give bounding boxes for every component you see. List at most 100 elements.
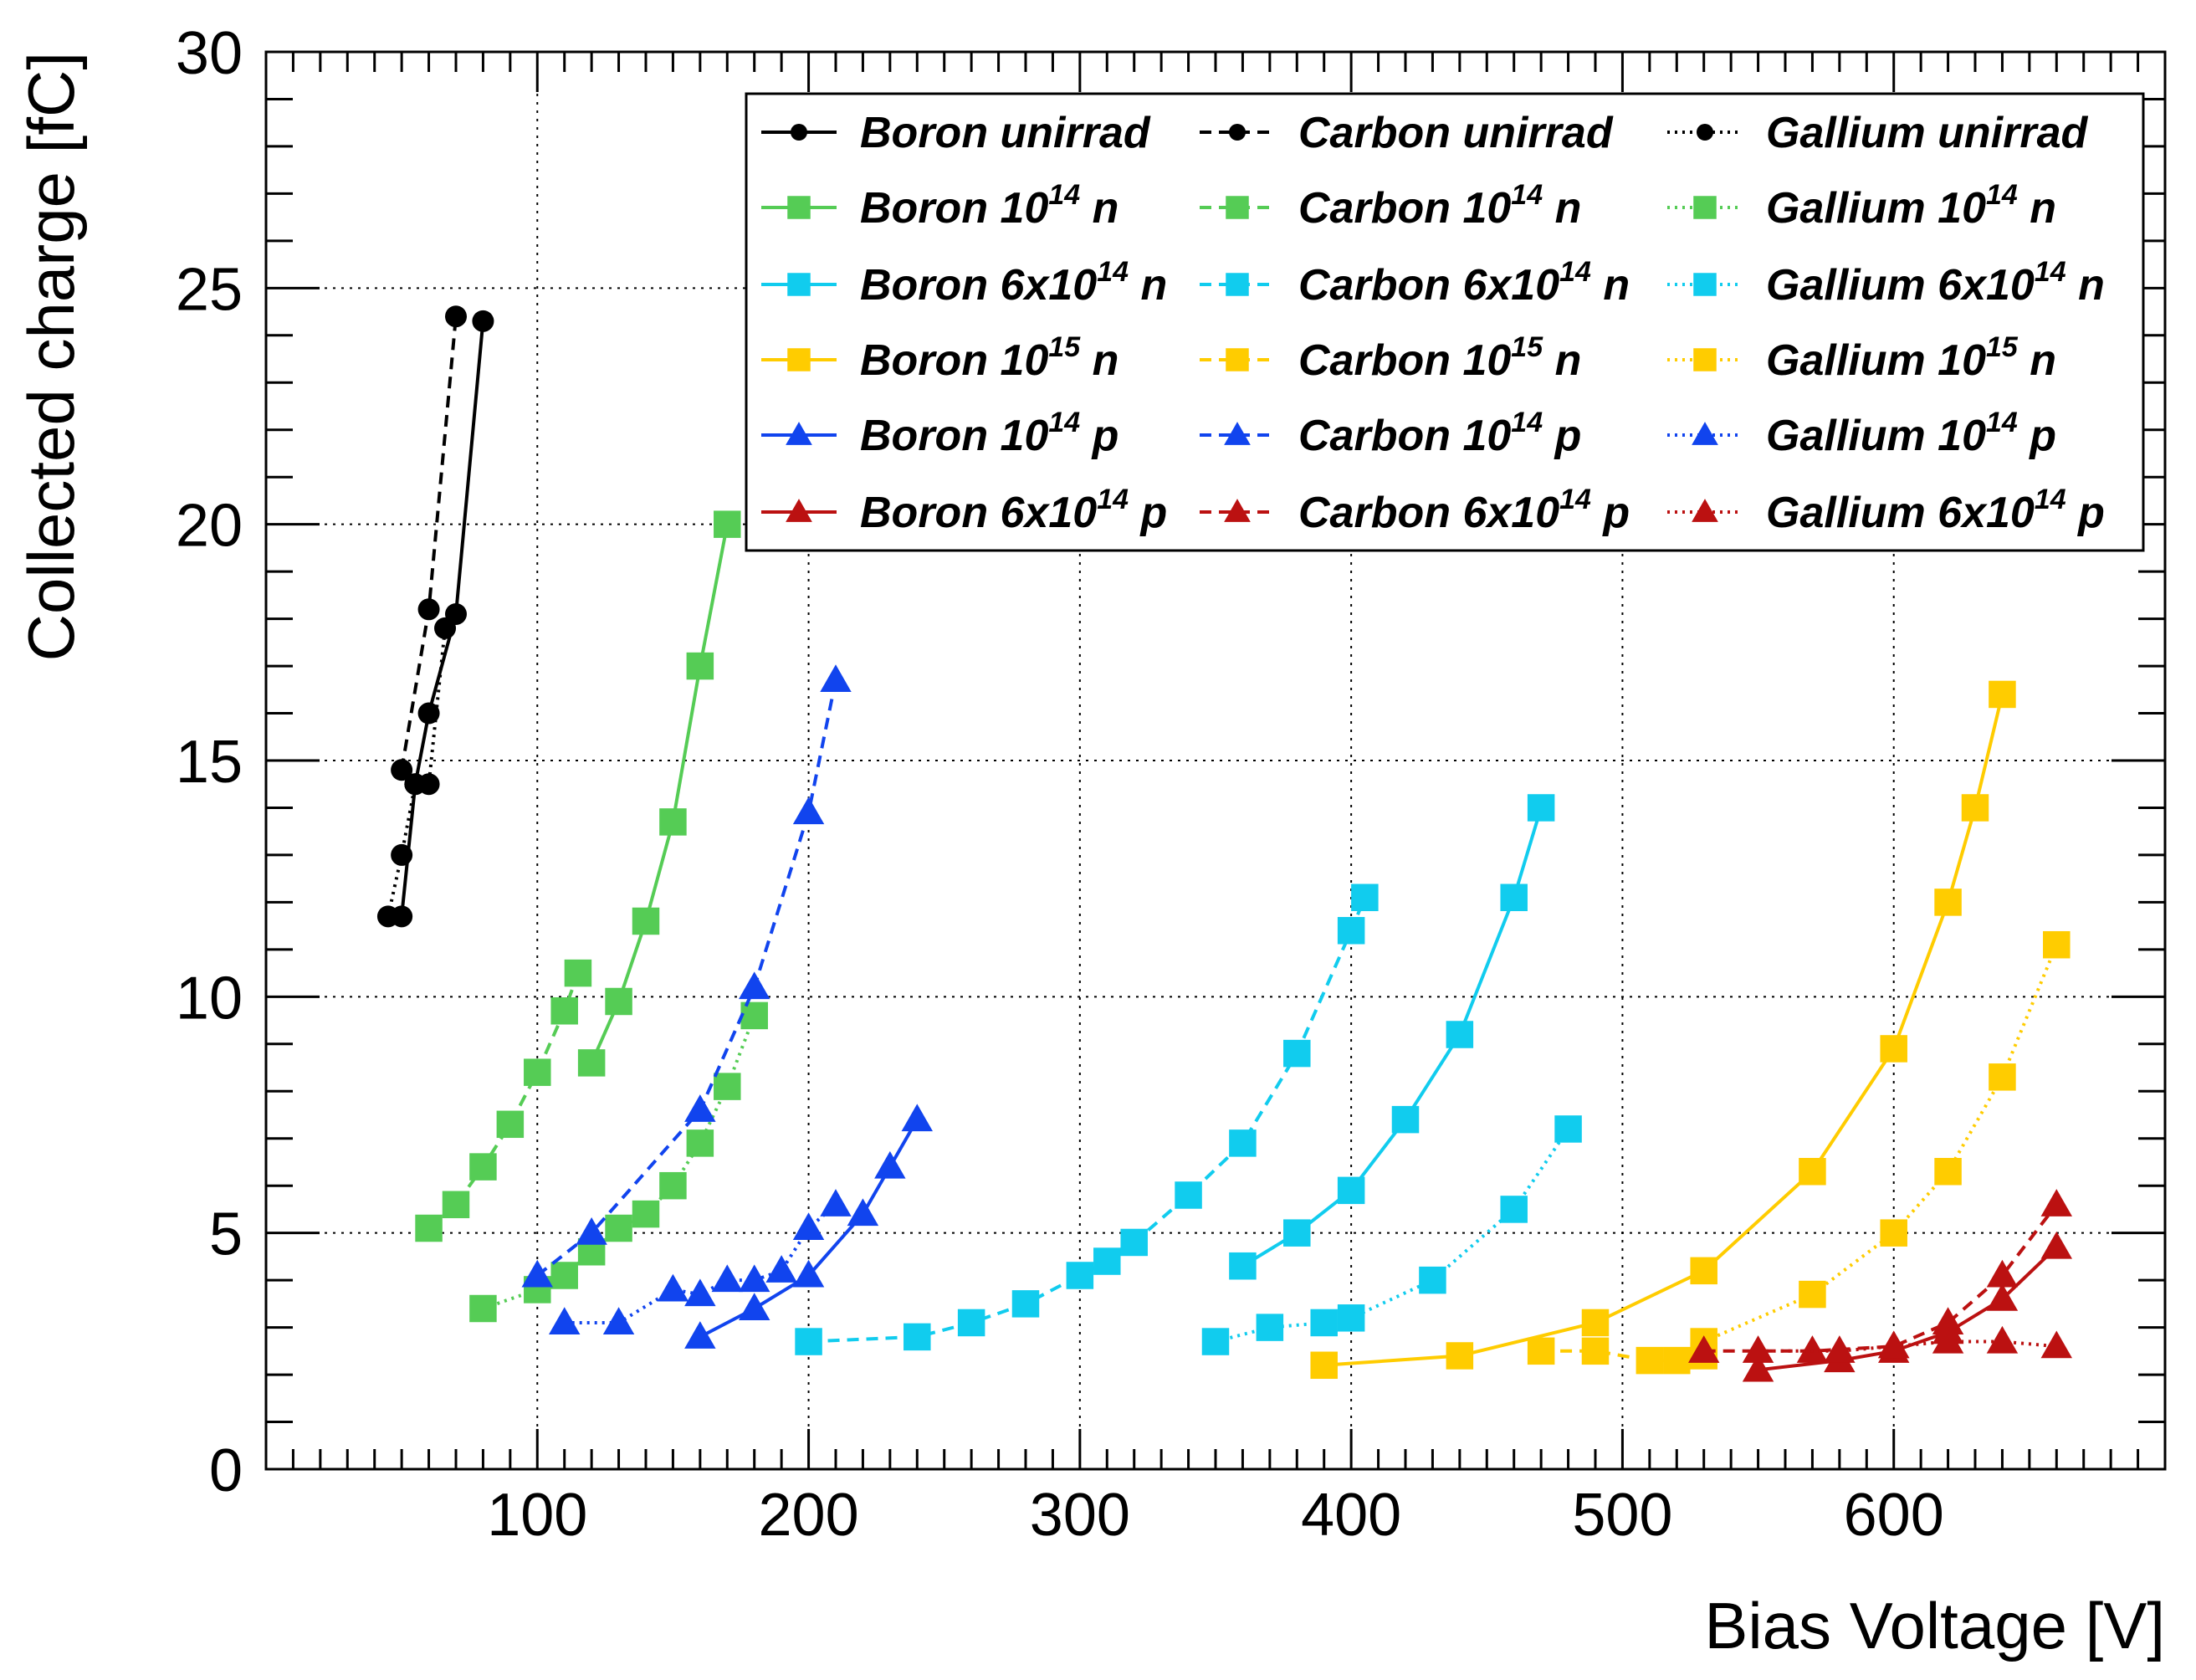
data-point	[1742, 1335, 1774, 1363]
legend-label: Gallium 6x1014 n	[1766, 256, 2105, 310]
data-point	[415, 1214, 443, 1242]
data-point	[1986, 1325, 2019, 1354]
legend-marker	[1693, 273, 1717, 296]
plot-series	[376, 305, 2073, 1382]
data-point	[1391, 1105, 1420, 1134]
data-point	[847, 1198, 879, 1227]
legend-label: Carbon 1014 p	[1298, 407, 1581, 460]
data-point	[550, 997, 578, 1025]
legend-box	[745, 92, 2145, 552]
data-point	[1581, 1309, 1610, 1337]
data-point	[472, 310, 494, 332]
data-point	[376, 905, 399, 928]
data-point	[576, 1216, 607, 1245]
data-point	[524, 1058, 551, 1086]
data-point	[714, 510, 741, 538]
data-point	[1419, 1266, 1446, 1294]
data-point	[1986, 1259, 2019, 1288]
data-point	[792, 796, 825, 825]
data-point	[686, 652, 714, 680]
data-point	[684, 1094, 716, 1122]
data-point	[1989, 680, 2016, 709]
legend-label: Gallium 6x1014 p	[1766, 484, 2105, 537]
data-point	[469, 1294, 497, 1323]
legend-marker	[1693, 348, 1717, 371]
data-point	[1337, 917, 1365, 945]
data-point	[391, 843, 413, 866]
data-point	[1554, 1115, 1582, 1143]
axes: 100 200 300 400 500 600 0 5 10 15 20 25 30	[176, 20, 2165, 1549]
data-point	[657, 1273, 689, 1302]
y-tick-label: 20	[176, 493, 243, 560]
legend-label: Gallium 1014 n	[1766, 179, 2056, 233]
x-tick-label: 500	[1572, 1482, 1672, 1549]
y-axis-title: Collected charge [fC]	[14, 52, 88, 661]
legend-label: Carbon 1014 n	[1298, 179, 1581, 233]
data-point	[1351, 884, 1379, 912]
data-point	[1742, 1354, 1774, 1382]
x-tick-label: 100	[487, 1482, 587, 1549]
y-tick-label: 5	[209, 1201, 243, 1268]
data-point	[605, 987, 632, 1016]
data-point	[1880, 1219, 1907, 1247]
data-point	[1446, 1342, 1474, 1370]
data-point	[1283, 1219, 1311, 1247]
data-point	[1446, 1021, 1474, 1048]
legend-marker	[1693, 196, 1717, 219]
data-point	[686, 1129, 714, 1157]
data-point	[1687, 1335, 1720, 1363]
legend-label: Carbon 6x1014 n	[1298, 256, 1630, 310]
x-axis-title: Bias Voltage [V]	[1704, 1589, 2165, 1662]
legend-marker	[787, 348, 811, 371]
data-point	[1093, 1247, 1121, 1275]
data-point	[1877, 1330, 1910, 1359]
legend-marker	[787, 196, 811, 219]
x-tick-label: 600	[1844, 1482, 1944, 1549]
data-point	[434, 617, 457, 639]
legend-label: Carbon unirrad	[1298, 109, 1614, 157]
data-point	[521, 1259, 554, 1288]
data-point	[445, 305, 467, 328]
data-point	[1175, 1181, 1202, 1209]
data-point	[605, 1214, 632, 1242]
data-point	[1527, 1337, 1555, 1365]
series-line	[1758, 1339, 2057, 1353]
data-point	[2040, 1231, 2073, 1259]
data-point	[550, 1262, 578, 1289]
y-tick-label: 0	[209, 1437, 243, 1504]
data-point	[417, 598, 440, 621]
legend-marker	[1226, 348, 1249, 371]
data-point	[1989, 1063, 2016, 1091]
x-tick-label: 400	[1301, 1482, 1401, 1549]
data-point	[765, 1255, 797, 1283]
data-point	[1961, 794, 1989, 822]
series-line	[536, 679, 837, 1278]
data-point	[602, 1307, 635, 1334]
data-point	[1880, 1035, 1907, 1063]
data-point	[738, 1293, 770, 1321]
data-point	[684, 1278, 716, 1307]
data-point	[659, 808, 687, 836]
series-line	[1702, 944, 2059, 1344]
data-point	[1066, 1262, 1094, 1289]
data-point	[1527, 794, 1555, 822]
y-tick-label: 10	[176, 965, 243, 1032]
x-tick-label: 200	[759, 1482, 859, 1549]
data-point	[1796, 1335, 1829, 1363]
data-point	[738, 1264, 770, 1293]
data-point	[1690, 1257, 1717, 1285]
data-point	[1934, 889, 1962, 916]
legend-marker	[1224, 499, 1251, 522]
data-point	[1229, 1129, 1257, 1157]
legend-marker	[786, 422, 812, 445]
data-point	[874, 1150, 906, 1179]
legend-marker	[1226, 273, 1249, 296]
legend-marker	[1224, 422, 1251, 445]
data-point	[1011, 1290, 1040, 1318]
data-point	[1256, 1314, 1284, 1341]
data-point	[1500, 1196, 1528, 1223]
data-point	[714, 1073, 741, 1100]
legend-label: Boron unirrad	[860, 109, 1151, 157]
data-point	[903, 1323, 931, 1351]
